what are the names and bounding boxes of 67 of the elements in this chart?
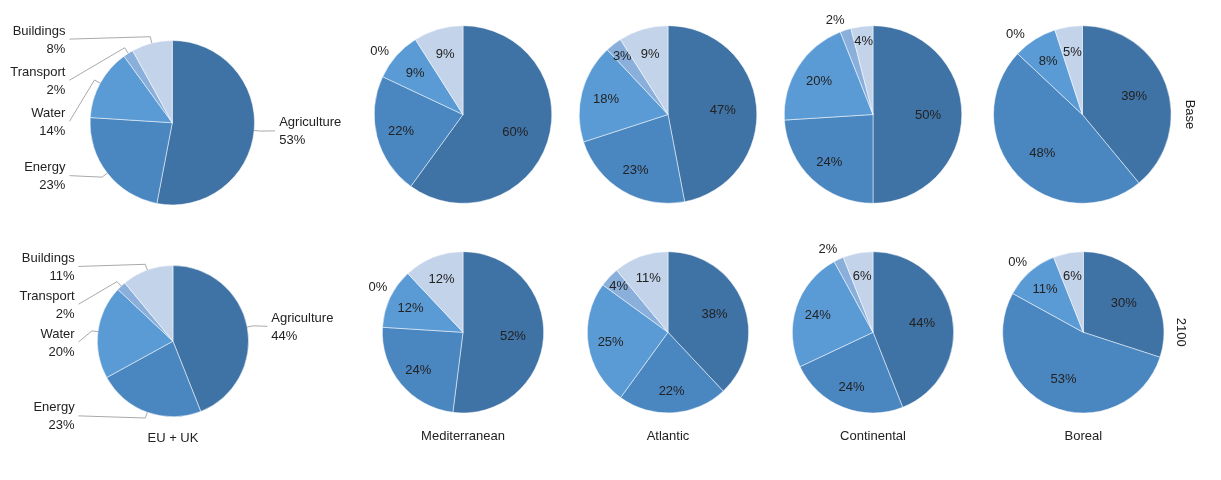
data-label: 50%: [915, 107, 942, 122]
text: 0%: [370, 42, 390, 58]
data-label: 23%: [622, 162, 649, 178]
slice-label: Buildings: [21, 249, 76, 265]
data-label: 4%: [854, 33, 874, 48]
data-label: 24%: [405, 361, 432, 377]
slice-label: Energy: [33, 399, 76, 415]
text: 0%: [1006, 26, 1025, 42]
text: Base: [1183, 99, 1199, 130]
text: Mediterranean: [421, 427, 505, 443]
data-label: 22%: [388, 122, 415, 138]
data-label: 2%: [55, 305, 76, 321]
slice-label: Water: [40, 325, 76, 341]
data-label: 18%: [593, 91, 620, 107]
slice-label: Water: [31, 104, 67, 120]
data-label: 24%: [816, 153, 843, 169]
data-label: 53%: [279, 132, 306, 148]
data-label: 11%: [635, 270, 662, 286]
data-label: 44%: [271, 327, 298, 343]
text: Atlantic: [646, 427, 690, 443]
text: Boreal: [1064, 427, 1103, 443]
data-label: 38%: [701, 306, 728, 322]
data-label: 30%: [1110, 295, 1138, 311]
slice-label: Agriculture: [271, 309, 334, 325]
data-label: 24%: [804, 306, 832, 322]
data-label: 2%: [46, 81, 66, 97]
data-label: 44%: [909, 315, 936, 331]
data-label: 48%: [1029, 144, 1056, 160]
data-label: 8%: [46, 40, 66, 56]
data-label: 9%: [405, 64, 425, 80]
data-label: 2%: [818, 241, 838, 257]
data-label: 9%: [640, 45, 660, 61]
data-label: 20%: [48, 343, 76, 359]
slice-label: Agriculture: [279, 114, 342, 130]
data-label: 5%: [1062, 43, 1083, 59]
text: 2100: [1174, 317, 1190, 347]
data-label: 9%: [435, 45, 455, 61]
text: 0%: [1008, 254, 1028, 270]
slice-label: Energy: [24, 159, 66, 175]
data-label: 6%: [1063, 267, 1083, 283]
data-label: 52%: [499, 327, 527, 343]
data-label: 11%: [1032, 281, 1058, 297]
data-label: 39%: [1121, 88, 1148, 104]
data-label: 11%: [49, 267, 76, 283]
data-label: 12%: [397, 300, 424, 316]
slice-label: Transport: [19, 287, 76, 303]
data-label: 2%: [825, 11, 845, 27]
data-label: 24%: [838, 378, 866, 394]
data-label: 20%: [806, 72, 833, 88]
slice-label: Buildings: [12, 22, 66, 38]
text: 0%: [368, 279, 388, 295]
data-label: 23%: [39, 177, 66, 193]
data-label: 4%: [609, 278, 629, 294]
data-label: 22%: [658, 382, 686, 398]
data-label: 53%: [1050, 370, 1077, 386]
data-label: 60%: [502, 124, 529, 140]
data-label: 12%: [428, 270, 456, 286]
text: Continental: [840, 427, 906, 443]
data-label: 6%: [852, 267, 872, 283]
data-label: 25%: [597, 333, 625, 349]
data-label: 47%: [709, 101, 737, 117]
data-label: 23%: [48, 417, 76, 433]
text: EU + UK: [147, 430, 199, 446]
data-label: 8%: [1038, 53, 1058, 69]
slice-label: Transport: [10, 63, 66, 79]
data-label: 14%: [39, 122, 66, 138]
data-label: 3%: [612, 48, 633, 64]
